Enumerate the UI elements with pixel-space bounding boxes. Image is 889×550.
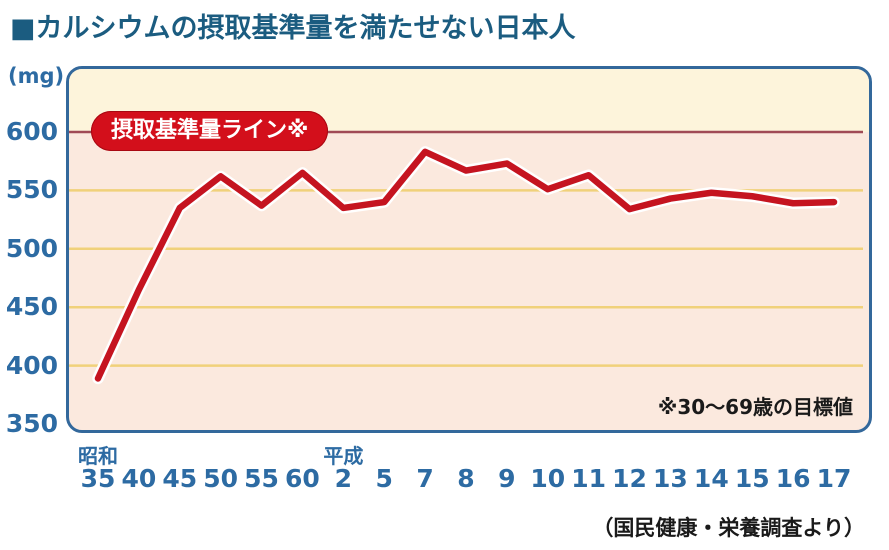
x-tick-label-5: 5 <box>375 464 393 493</box>
page-title: ■カルシウムの摂取基準量を満たせない日本人 <box>10 13 576 44</box>
x-tick-label-9: 9 <box>498 464 516 493</box>
data-line-calcium-intake <box>94 148 838 382</box>
x-tick-label-7: 7 <box>416 464 434 493</box>
y-tick-label-500: 500 <box>5 233 58 263</box>
x-tick-label-35: 35 <box>80 464 116 493</box>
y-tick-label-400: 400 <box>5 350 58 380</box>
y-tick-label-350: 350 <box>5 409 58 438</box>
x-tick-label-14: 14 <box>693 464 729 493</box>
x-tick-label-16: 16 <box>775 464 811 493</box>
target-value-note: ※30〜69歳の目標値 <box>657 395 853 419</box>
x-tick-label-10: 10 <box>530 464 566 493</box>
x-tick-label-60: 60 <box>285 464 320 493</box>
y-axis-unit-label: (mg) <box>8 64 65 88</box>
x-tick-label-17: 17 <box>816 464 852 493</box>
calcium-intake-line-chart <box>69 130 863 385</box>
era-label-6: 平成 <box>323 444 364 468</box>
x-tick-label-45: 45 <box>162 464 198 493</box>
y-tick-label-450: 450 <box>5 292 58 322</box>
x-tick-label-15: 15 <box>734 464 770 493</box>
chart-plot-area: 摂取基準量ライン※ ※30〜69歳の目標値 <box>66 66 872 433</box>
x-tick-label-55: 55 <box>244 464 279 493</box>
x-tick-label-12: 12 <box>612 464 647 493</box>
x-tick-label-11: 11 <box>571 464 607 493</box>
y-tick-label-600: 600 <box>5 117 58 146</box>
reference-line-badge: 摂取基準量ライン※ <box>91 111 329 151</box>
x-tick-label-50: 50 <box>203 464 239 493</box>
era-label-0: 昭和 <box>78 444 118 468</box>
x-tick-label-8: 8 <box>457 464 475 493</box>
source-note: （国民健康・栄養調査より） <box>592 516 865 540</box>
x-tick-label-2: 2 <box>334 464 353 493</box>
x-tick-label-13: 13 <box>653 464 688 493</box>
y-tick-label-550: 550 <box>5 175 58 205</box>
x-tick-label-40: 40 <box>121 464 157 493</box>
